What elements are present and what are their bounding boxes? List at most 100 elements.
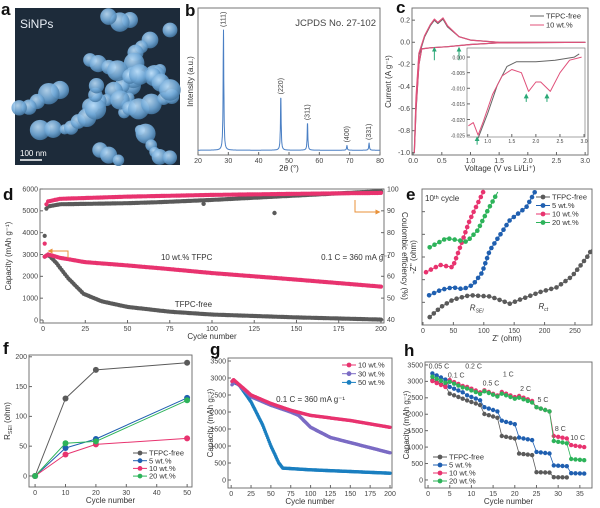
data-point bbox=[62, 445, 69, 451]
legend-marker bbox=[540, 194, 546, 200]
panel-letter: e bbox=[406, 185, 415, 204]
data-point bbox=[573, 471, 578, 476]
nanoparticle bbox=[162, 150, 178, 165]
x-tick-label: 10 bbox=[62, 490, 70, 497]
data-point bbox=[92, 438, 99, 445]
data-point bbox=[460, 390, 465, 395]
data-point bbox=[534, 449, 539, 455]
data-point bbox=[469, 394, 474, 400]
data-point bbox=[467, 236, 473, 241]
data-point bbox=[475, 293, 481, 299]
y-tick-label: 100 bbox=[15, 414, 27, 421]
y-tick-label: 6000 bbox=[22, 186, 38, 193]
legend-label: 20 wt.% bbox=[552, 218, 579, 227]
data-point bbox=[438, 378, 444, 383]
data-point bbox=[486, 294, 492, 299]
data-point bbox=[578, 263, 583, 268]
data-point bbox=[473, 401, 478, 406]
data-point bbox=[479, 271, 484, 276]
outlier-point bbox=[272, 210, 277, 216]
data-point bbox=[444, 301, 450, 306]
x-tick-label: 5 bbox=[448, 491, 452, 498]
plot-frame bbox=[424, 361, 593, 489]
data-point bbox=[577, 444, 583, 449]
data-point bbox=[481, 293, 486, 299]
data-point bbox=[469, 388, 474, 393]
data-point bbox=[556, 439, 561, 444]
data-point bbox=[560, 435, 565, 440]
data-point bbox=[430, 371, 435, 376]
data-point bbox=[547, 451, 552, 456]
data-point bbox=[569, 456, 574, 462]
x-tick-label: 175 bbox=[364, 491, 376, 498]
data-point bbox=[543, 407, 548, 413]
panel-letter: c bbox=[396, 0, 405, 17]
data-point bbox=[581, 258, 587, 264]
nyquist-line bbox=[425, 191, 484, 273]
rate-label: 1 C bbox=[503, 371, 514, 378]
data-point bbox=[478, 194, 484, 200]
y-axis-label: Capacity (mAh g⁻¹) bbox=[402, 390, 411, 459]
x-tick-label: 125 bbox=[325, 491, 337, 498]
data-point bbox=[443, 263, 449, 269]
panel-inset: 1.0 1.5 2.0 2.5 3.0 0.000 -0.005 -0.010 -0.015 -0… bbox=[451, 47, 588, 145]
data-point bbox=[516, 435, 522, 440]
data-point bbox=[564, 475, 569, 480]
x-axis-label: Voltage (V vs Li/Li⁺) bbox=[465, 164, 536, 173]
resistance-label: RSEI bbox=[470, 303, 484, 314]
data-point bbox=[508, 435, 513, 440]
data-point bbox=[558, 282, 564, 287]
data-point bbox=[463, 239, 468, 244]
x-tick-label: 20 bbox=[194, 158, 202, 165]
rate-label: 0.05 C bbox=[429, 363, 450, 370]
x-tick-label: 20 bbox=[92, 490, 100, 497]
data-point bbox=[501, 227, 506, 232]
data-point bbox=[504, 222, 509, 228]
x-tick-label: 0 bbox=[33, 490, 37, 497]
data-point bbox=[582, 471, 587, 476]
data-point bbox=[573, 457, 578, 462]
jcpds-annotation: JCPDS No. 27-102 bbox=[295, 18, 376, 29]
x-axis-label: 2θ (°) bbox=[279, 164, 299, 173]
legend-label: 10 wt.% bbox=[149, 464, 176, 473]
panel-letter: d bbox=[3, 185, 13, 204]
x-tick-label: 250 bbox=[569, 328, 581, 335]
data-point bbox=[551, 475, 556, 480]
data-point bbox=[522, 295, 528, 301]
panel-f: 0 10 20 30 40 50 0 50 100 150 200 Cycle number RSEI … bbox=[3, 339, 193, 505]
data-point bbox=[62, 395, 69, 402]
data-point bbox=[456, 388, 461, 393]
x-tick-label: 40 bbox=[255, 158, 263, 165]
legend-label: 20 wt.% bbox=[149, 472, 176, 481]
legend-label: 30 wt.% bbox=[358, 369, 385, 378]
x-axis-label: Cycle number bbox=[86, 496, 136, 505]
y-right-tick-label: 60 bbox=[387, 274, 395, 281]
data-point bbox=[473, 396, 478, 401]
data-point bbox=[455, 250, 461, 256]
rate-label: 0.5 C bbox=[483, 380, 500, 387]
data-point bbox=[529, 194, 535, 200]
peak-label: (331) bbox=[366, 124, 373, 140]
y-tick-label: -0.2 bbox=[398, 62, 410, 69]
data-point bbox=[451, 381, 457, 386]
legend-label: 10 wt.% bbox=[546, 21, 573, 30]
data-point bbox=[482, 213, 488, 219]
data-point bbox=[456, 383, 461, 388]
x-tick-label: 25 bbox=[247, 491, 255, 498]
data-point bbox=[551, 433, 556, 439]
y-tick-label: -0.025 bbox=[451, 133, 465, 139]
resistance-subscript: SEI bbox=[476, 308, 485, 314]
data-point bbox=[436, 288, 442, 294]
data-point bbox=[525, 452, 530, 457]
x-tick-label: 1.5 bbox=[494, 158, 504, 165]
x-tick-label: 0 bbox=[426, 491, 430, 498]
data-point bbox=[464, 293, 470, 299]
series-line bbox=[34, 399, 188, 477]
y-tick-label: 500 bbox=[411, 461, 423, 468]
data-point bbox=[512, 422, 517, 427]
data-point bbox=[469, 399, 474, 405]
data-point bbox=[498, 232, 503, 237]
data-point bbox=[437, 239, 442, 245]
y-tick-label: 0 bbox=[419, 477, 423, 484]
